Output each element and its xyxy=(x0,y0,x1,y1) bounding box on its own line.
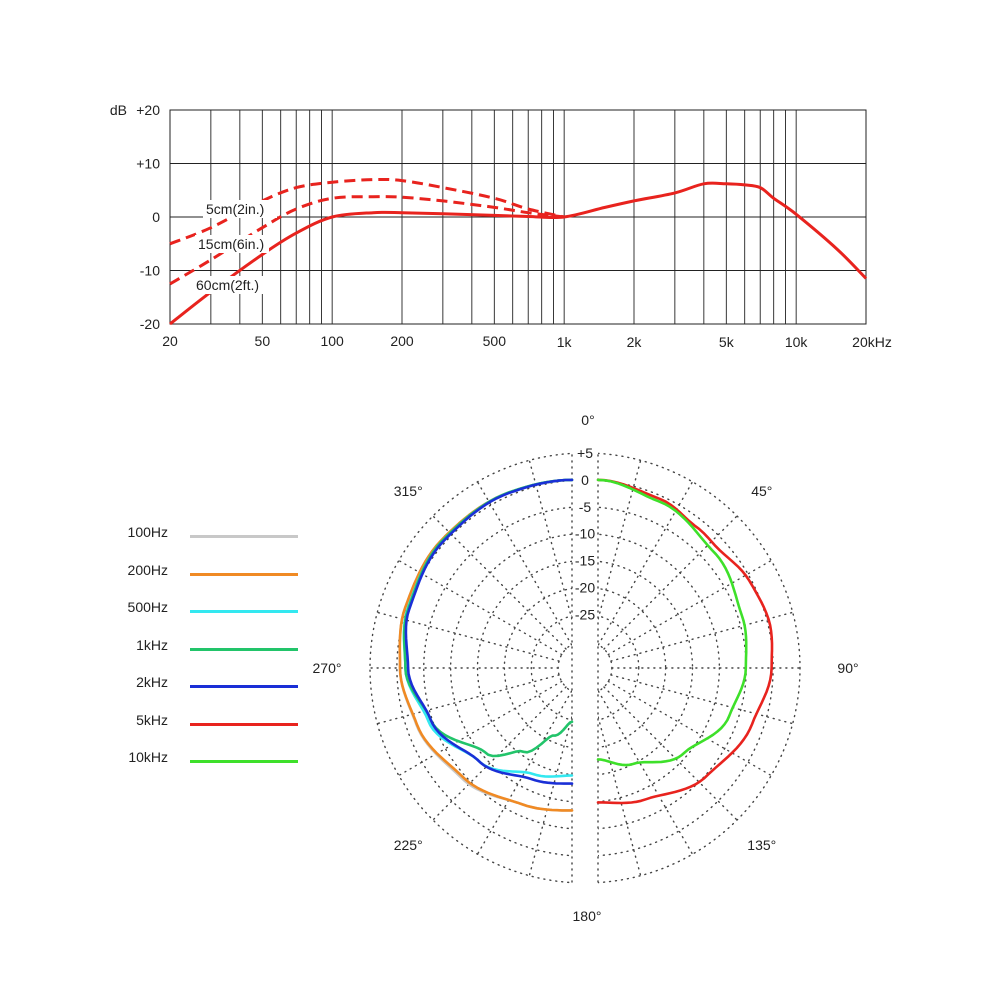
polar-grid-spoke xyxy=(603,515,738,650)
polar-grid-spoke xyxy=(591,693,642,877)
fr-x-tick-label: 2k xyxy=(627,334,643,350)
fr-x-tick-label: 200 xyxy=(390,333,414,349)
legend-swatch xyxy=(190,572,298,576)
polar-angle-label: 135° xyxy=(747,837,776,853)
polar-grid-spoke xyxy=(597,481,694,646)
polar-grid-spoke xyxy=(376,674,560,725)
legend-swatch xyxy=(190,610,298,613)
fr-x-tick-label: 50 xyxy=(255,333,271,349)
polar-radial-tick-label: -10 xyxy=(575,526,595,542)
polar-radial-tick-label: -25 xyxy=(575,606,595,622)
legend-swatch xyxy=(190,535,298,538)
fr-series-label-bg xyxy=(203,200,277,218)
fr-plot-frame xyxy=(169,109,867,325)
polar-grid-spoke xyxy=(607,559,772,656)
legend-label: 500Hz xyxy=(127,599,168,615)
polar-angle-label: 0° xyxy=(581,412,594,428)
polar-radial-tick-label: -5 xyxy=(579,499,592,515)
polar-angle-label: 270° xyxy=(313,660,342,676)
polar-angle-label: 315° xyxy=(394,483,423,499)
fr-y-tick-label: -10 xyxy=(140,263,160,279)
fr-series-label: 5cm(2in.) xyxy=(206,201,264,217)
legend-item: 10kHz xyxy=(100,745,310,775)
frequency-response-chart: +20 +10 0 -10 -20 dB 20 50 100 200 500 1k 2k 5k 10k 20k… xyxy=(110,102,892,350)
legend-label: 200Hz xyxy=(127,561,168,578)
fr-x-tick-label: 500 xyxy=(483,333,507,349)
fr-x-tick-label: 20kHz xyxy=(852,334,892,350)
polar-grid-spoke xyxy=(610,674,794,725)
polar-grid-spoke xyxy=(607,680,772,777)
fr-y-axis-unit: dB xyxy=(110,102,127,118)
legend-item: 200Hz xyxy=(100,558,310,588)
polar-grid-spoke xyxy=(603,686,738,821)
polar-grid-spoke xyxy=(398,680,563,777)
polar-radial-tick-label: 0 xyxy=(581,472,589,488)
polar-grid-spoke xyxy=(398,559,563,656)
legend-item: 2kHz xyxy=(100,670,310,700)
legend-label: 1kHz xyxy=(136,636,168,653)
polar-series-line-5khz xyxy=(596,478,774,805)
fr-y-tick-label: +20 xyxy=(136,102,160,118)
fr-x-tick-label: 20 xyxy=(162,333,178,349)
fr-series-label: 15cm(6in.) xyxy=(198,236,264,252)
fr-series-label: 60cm(2ft.) xyxy=(196,277,259,293)
fr-x-tick-label: 10k xyxy=(785,334,809,350)
fr-series-label-bg xyxy=(193,276,267,294)
legend-label: 100Hz xyxy=(127,524,168,540)
polar-angle-label: 225° xyxy=(394,837,423,853)
polar-grid-spoke xyxy=(528,459,579,643)
polar-radial-tick-label: +5 xyxy=(577,445,593,461)
polar-grid-spoke xyxy=(432,686,567,821)
fr-y-tick-label: +10 xyxy=(136,156,160,172)
legend-item: 500Hz xyxy=(100,595,310,625)
legend-swatch xyxy=(190,722,298,726)
legend-item: 5kHz xyxy=(100,708,310,738)
polar-radial-tick-label: -15 xyxy=(575,553,595,569)
legend-item: 1kHz xyxy=(100,633,310,663)
legend-item: 100Hz xyxy=(100,520,310,550)
polar-angle-label: 90° xyxy=(837,660,858,676)
legend-swatch xyxy=(190,647,298,651)
fr-series-label-bg xyxy=(195,235,269,253)
legend-label: 5kHz xyxy=(136,711,168,728)
polar-series-line-10khz xyxy=(596,478,748,767)
polar-radial-tick-label: -20 xyxy=(575,579,595,595)
fr-x-tick-label: 1k xyxy=(557,334,573,350)
polar-grid-spoke xyxy=(476,481,573,646)
legend-swatch xyxy=(190,760,298,763)
polar-grid-spoke xyxy=(597,690,694,855)
polar-angle-label: 45° xyxy=(751,483,772,499)
legend-label: 2kHz xyxy=(136,674,168,690)
polar-grid-spoke xyxy=(476,690,573,855)
fr-x-tick-label: 100 xyxy=(320,333,344,349)
polar-center-gap xyxy=(572,451,598,887)
legend-label: 10kHz xyxy=(128,749,168,765)
polar-angle-label: 180° xyxy=(573,908,602,924)
polar-grid-spoke xyxy=(432,515,567,650)
polar-pattern-chart: +5 0 -5 -10 -15 -20 -25 0° 45° 90° 135° 180° 225° 270… xyxy=(313,412,859,924)
fr-main-response-line xyxy=(169,181,868,326)
polar-grid-spoke xyxy=(610,611,794,662)
polar-series-line-2khz xyxy=(404,478,574,785)
fr-x-tick-label: 5k xyxy=(719,334,735,350)
legend-swatch xyxy=(190,685,298,688)
fr-y-tick-label: 0 xyxy=(152,209,160,225)
fr-y-tick-label: -20 xyxy=(140,316,160,332)
